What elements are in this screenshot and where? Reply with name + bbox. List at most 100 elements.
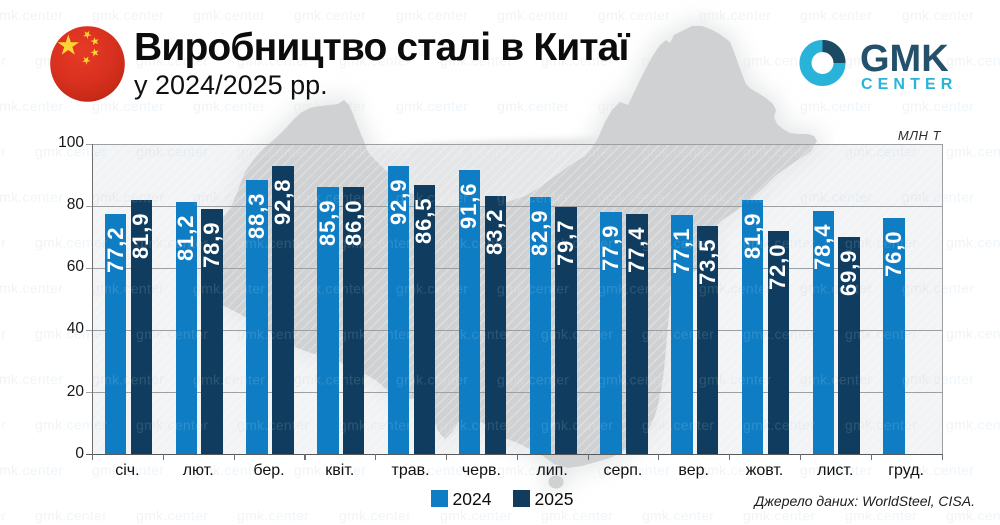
svg-text:gmk.center: gmk.center [642,235,714,251]
svg-text:gmk.center: gmk.center [294,7,366,23]
svg-text:gmk.center: gmk.center [800,280,872,296]
svg-text:gmk.center: gmk.center [0,144,6,160]
svg-text:gmk.center: gmk.center [92,235,107,251]
svg-text:gmk.center: gmk.center [92,98,164,114]
svg-text:gmk.center: gmk.center [845,235,917,251]
svg-text:gmk.center: gmk.center [946,53,1000,69]
svg-text:gmk.center: gmk.center [902,189,974,205]
svg-text:gmk.center: gmk.center [440,235,512,251]
svg-text:gmk.center: gmk.center [396,462,468,478]
svg-text:gmk.center: gmk.center [35,508,107,524]
svg-text:gmk.center: gmk.center [0,98,63,114]
svg-text:gmk.center: gmk.center [541,417,613,433]
svg-text:gmk.center: gmk.center [946,144,1000,160]
svg-text:gmk.center: gmk.center [541,326,613,342]
svg-text:gmk.center: gmk.center [0,462,63,478]
svg-text:gmk.center: gmk.center [294,280,366,296]
svg-text:gmk.center: gmk.center [541,53,613,69]
svg-text:gmk.center: gmk.center [845,508,917,524]
svg-text:gmk.center: gmk.center [35,417,107,433]
svg-text:gmk.center: gmk.center [0,417,6,433]
svg-text:gmk.center: gmk.center [396,189,468,205]
svg-text:gmk.center: gmk.center [946,417,1000,433]
svg-text:gmk.center: gmk.center [294,462,366,478]
svg-text:gmk.center: gmk.center [800,189,872,205]
svg-text:gmk.center: gmk.center [541,508,613,524]
svg-text:gmk.center: gmk.center [0,326,6,342]
svg-text:gmk.center: gmk.center [440,417,512,433]
svg-text:gmk.center: gmk.center [743,508,815,524]
svg-text:gmk.center: gmk.center [136,144,208,160]
svg-text:gmk.center: gmk.center [800,462,872,478]
svg-text:gmk.center: gmk.center [237,144,309,160]
svg-text:gmk.center: gmk.center [136,144,208,160]
svg-text:gmk.center: gmk.center [598,7,670,23]
svg-text:gmk.center: gmk.center [699,371,771,387]
svg-text:gmk.center: gmk.center [193,7,265,23]
svg-text:gmk.center: gmk.center [339,326,411,342]
svg-text:gmk.center: gmk.center [92,462,164,478]
svg-text:gmk.center: gmk.center [136,417,208,433]
svg-text:gmk.center: gmk.center [193,371,265,387]
svg-text:gmk.center: gmk.center [0,7,63,23]
svg-text:gmk.center: gmk.center [193,189,265,205]
svg-text:gmk.center: gmk.center [497,371,569,387]
svg-text:gmk.center: gmk.center [845,53,917,69]
svg-text:gmk.center: gmk.center [237,235,309,251]
svg-text:gmk.center: gmk.center [92,280,164,296]
svg-text:gmk.center: gmk.center [339,144,411,160]
svg-text:gmk.center: gmk.center [0,371,63,387]
svg-text:gmk.center: gmk.center [743,144,815,160]
svg-text:gmk.center: gmk.center [396,7,468,23]
svg-text:gmk.center: gmk.center [92,326,107,342]
svg-text:gmk.center: gmk.center [497,189,569,205]
svg-text:gmk.center: gmk.center [902,189,942,205]
svg-text:gmk.center: gmk.center [92,189,164,205]
svg-text:gmk.center: gmk.center [800,371,872,387]
svg-text:gmk.center: gmk.center [541,235,613,251]
svg-text:gmk.center: gmk.center [902,7,974,23]
svg-text:gmk.center: gmk.center [92,371,164,387]
svg-text:gmk.center: gmk.center [845,144,917,160]
svg-text:gmk.center: gmk.center [497,280,569,296]
svg-text:gmk.center: gmk.center [946,235,1000,251]
svg-text:gmk.center: gmk.center [237,508,309,524]
svg-text:CENTER: CENTER [861,76,957,93]
svg-text:gmk.center: gmk.center [743,326,815,342]
svg-text:gmk.center: gmk.center [339,508,411,524]
svg-text:gmk.center: gmk.center [294,189,366,205]
svg-text:gmk.center: gmk.center [845,417,917,433]
svg-text:gmk.center: gmk.center [136,235,208,251]
svg-text:gmk.center: gmk.center [92,417,107,433]
svg-text:gmk.center: gmk.center [699,7,771,23]
svg-text:gmk.center: gmk.center [35,235,107,251]
svg-text:gmk.center: gmk.center [699,189,771,205]
svg-text:gmk.center: gmk.center [237,417,309,433]
svg-text:gmk.center: gmk.center [440,326,512,342]
svg-text:gmk.center: gmk.center [902,462,974,478]
svg-text:gmk.center: gmk.center [440,508,512,524]
svg-text:gmk.center: gmk.center [0,508,6,524]
svg-text:gmk.center: gmk.center [946,326,1000,342]
svg-text:gmk.center: gmk.center [440,53,512,69]
svg-text:gmk.center: gmk.center [642,508,714,524]
svg-text:gmk.center: gmk.center [92,7,164,23]
svg-text:gmk.center: gmk.center [541,144,613,160]
svg-text:gmk.center: gmk.center [136,53,208,69]
svg-text:gmk.center: gmk.center [193,462,265,478]
svg-text:gmk.center: gmk.center [902,280,974,296]
svg-text:gmk.center: gmk.center [136,508,208,524]
svg-text:gmk.center: gmk.center [845,326,917,342]
svg-text:gmk.center: gmk.center [902,371,974,387]
svg-text:gmk.center: gmk.center [902,98,974,114]
svg-text:gmk.center: gmk.center [396,280,468,296]
svg-text:gmk.center: gmk.center [642,326,714,342]
svg-text:gmk.center: gmk.center [800,98,872,114]
svg-text:gmk.center: gmk.center [598,371,670,387]
svg-text:gmk.center: gmk.center [800,7,872,23]
svg-text:gmk.center: gmk.center [440,144,512,160]
svg-text:gmk.center: gmk.center [136,326,208,342]
svg-text:gmk.center: gmk.center [0,53,6,69]
svg-text:gmk.center: gmk.center [0,235,6,251]
svg-text:gmk.center: gmk.center [0,189,63,205]
